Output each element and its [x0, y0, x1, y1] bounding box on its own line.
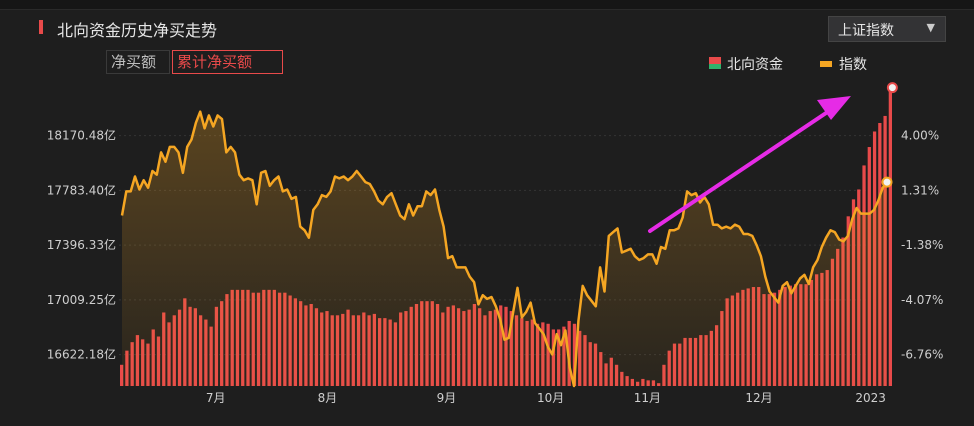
x-tick-label: 2023 [855, 391, 886, 405]
tab-net-buy[interactable]: 净买额 [106, 50, 170, 74]
x-tick-label: 11月 [634, 391, 661, 405]
bar [120, 364, 124, 386]
right-tick-label: 4.00% [901, 129, 939, 143]
index-selector-label: 上证指数 [838, 23, 894, 39]
bar-last-point-marker [886, 82, 898, 94]
x-tick-label: 9月 [437, 391, 457, 405]
legend-index-label: 指数 [839, 57, 867, 73]
right-tick-label: -6.76% [901, 348, 943, 362]
x-tick-label: 12月 [745, 391, 772, 405]
bar [572, 323, 577, 386]
bar [888, 87, 892, 386]
right-tick-label: -1.38% [901, 238, 943, 252]
x-tick-label: 8月 [318, 391, 338, 405]
trend-arrow-head [817, 96, 851, 120]
left-tick-label: 16622.18亿 [47, 347, 116, 362]
left-tick-label: 17396.33亿 [47, 237, 116, 252]
legend-northbound-label: 北向资金 [727, 57, 783, 73]
index-last-point-marker [881, 176, 893, 188]
x-tick-label: 7月 [206, 391, 226, 405]
tab-cumulative-net-buy[interactable]: 累计净买额 [172, 50, 283, 74]
left-tick-label: 17009.25亿 [47, 292, 116, 307]
page-title: 北向资金历史净买走势 [57, 21, 218, 40]
title-accent-bar [39, 20, 43, 34]
top-strip [0, 0, 974, 10]
legend-northbound-swatch [709, 57, 721, 69]
right-tick-label: 1.31% [901, 183, 939, 197]
chevron-down-icon: ▼ [926, 21, 935, 34]
index-area [122, 111, 887, 386]
left-tick-label: 17783.40亿 [47, 182, 116, 197]
right-tick-label: -4.07% [901, 293, 943, 307]
left-tick-label: 18170.48亿 [47, 128, 116, 143]
x-tick-label: 10月 [537, 391, 564, 405]
index-selector-dropdown[interactable]: 上证指数 ▼ [828, 16, 946, 42]
trend-arrow-shaft [648, 105, 837, 233]
legend-index-swatch [820, 61, 832, 67]
index-line [120, 110, 888, 388]
